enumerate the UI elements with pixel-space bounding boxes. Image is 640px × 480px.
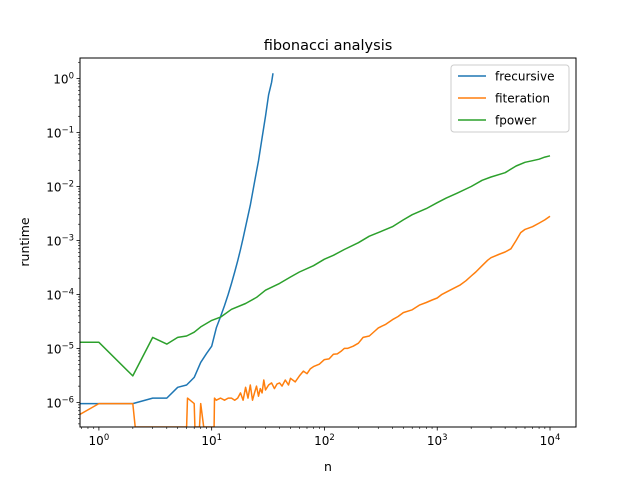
y-tick-label-base: 10 — [53, 73, 68, 87]
x-tick-label-base: 10 — [427, 434, 442, 448]
legend: frecursive fiteration fpower — [450, 64, 570, 133]
legend-label-frecursive: frecursive — [495, 70, 554, 84]
y-tick-label: 10−1 — [46, 126, 74, 141]
y-tick-label-exponent: 0 — [69, 72, 74, 82]
y-tick-label-base: 10 — [46, 342, 61, 356]
y-tick-label-exponent: −3 — [61, 233, 74, 243]
y-tick-label-exponent: −5 — [61, 341, 74, 351]
y-tick-label-base: 10 — [46, 180, 61, 194]
y-tick-label: 100 — [53, 72, 74, 87]
legend-frame — [450, 64, 570, 133]
y-tick-label: 10−6 — [46, 395, 74, 410]
y-tick-label-base: 10 — [46, 396, 61, 410]
series-layer — [80, 73, 551, 427]
y-tick-label-exponent: −1 — [61, 126, 74, 136]
y-tick-label-base: 10 — [46, 288, 61, 302]
series-line-fpower — [80, 155, 551, 377]
x-tick-label-exponent: 1 — [217, 433, 222, 443]
y-tick-label-base: 10 — [46, 127, 61, 141]
x-tick-label: 103 — [427, 433, 448, 448]
series-line-fiteration — [80, 215, 551, 427]
y-tick-label-exponent: −4 — [61, 287, 74, 297]
y-tick-label: 10−4 — [46, 287, 74, 302]
x-tick-label-exponent: 3 — [442, 433, 447, 443]
y-tick-label: 10−5 — [46, 341, 74, 356]
x-tick-label-base: 10 — [540, 434, 555, 448]
x-tick-label: 102 — [314, 433, 335, 448]
x-tick-label: 104 — [540, 433, 561, 448]
y-tick-label-exponent: −6 — [61, 395, 74, 405]
x-tick-label-base: 10 — [89, 434, 104, 448]
y-tick-label: 10−2 — [46, 179, 74, 194]
x-axis-label: n — [324, 459, 332, 474]
x-tick-label-base: 10 — [314, 434, 329, 448]
series-line-frecursive — [80, 73, 274, 405]
legend-label-fpower: fpower — [495, 114, 536, 128]
x-tick-label-base: 10 — [201, 434, 216, 448]
x-tick-label: 100 — [89, 433, 110, 448]
axis-ticks: 100 101 102 103 10410−610−510−410−310−210−11… — [46, 61, 561, 448]
y-tick-label-exponent: −2 — [61, 179, 74, 189]
x-tick-label: 101 — [201, 433, 222, 448]
x-tick-label-exponent: 2 — [329, 433, 334, 443]
chart-title: fibonacci analysis — [264, 38, 393, 54]
y-axis-label: runtime — [17, 217, 32, 267]
x-tick-label-exponent: 4 — [555, 433, 560, 443]
y-tick-label: 10−3 — [46, 233, 74, 248]
y-tick-label-base: 10 — [46, 234, 61, 248]
legend-label-fiteration: fiteration — [495, 92, 550, 106]
plot-frame — [79, 57, 577, 428]
x-tick-label-exponent: 0 — [104, 433, 109, 443]
